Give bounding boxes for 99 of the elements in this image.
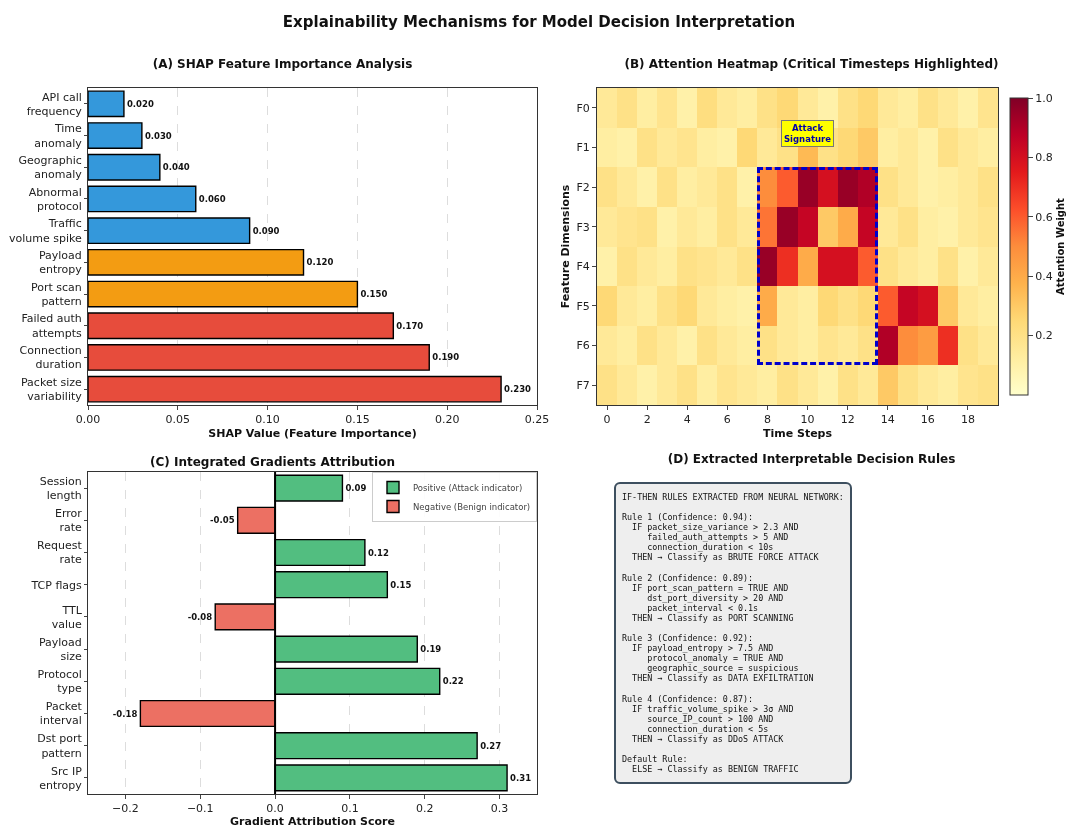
data-label: 0.19	[420, 644, 442, 655]
text: IF-THEN RULES EXTRACTED FROM NEURAL NETWORK: Rule 1 (Confidence: 0.94): IF packet_size_variance > 2.3 AND failed_auth_attempts > 5 AND connection_duration < 10s THEN → Classify as BRUTE FORCE ATTACK Rule 2 (Confidence: 0.89): IF port_scan_pattern = TRUE AND dst_port_diversity > 20 AND packet_interval < 0.1s THEN → Classify as PORT SCANNING Rule 3 (Confidence: 0.92): IF payload_entropy > 7.5 AND protocol_anomaly = TRUE AND geographic_source = suspicious THEN → Classify as DATA EXFILTRATION Rule 4 (Confidence: 0.87): IF traffic_volume_spike > 3σ AND source_IP_count > 100 AND connection_duration < 5s THEN → Classify as DDoS ATTACK Default Rule: ELSE → Classify as BENIGN TRAFFIC	[622, 492, 844, 775]
data-label: -0.18	[112, 708, 138, 719]
y-tick-label: Session length	[39, 474, 82, 503]
color-bar-label: 0.2	[1035, 329, 1053, 343]
x-tick-label: 10	[800, 413, 815, 427]
data-label: 0.150	[360, 289, 388, 300]
color-bar-label: 1.0	[1035, 91, 1053, 105]
text: (D) Extracted Interpretable Decision Rules	[666, 452, 957, 466]
y-tick-label: Packet size variability	[20, 375, 83, 404]
color-bar-title: Attention Weight	[1054, 197, 1066, 295]
x-tick-label: 0.15	[345, 413, 370, 427]
data-label: 0.120	[306, 257, 334, 268]
data-label: 0.190	[432, 352, 460, 363]
bar	[88, 248, 305, 276]
data-label: 0.09	[345, 483, 367, 494]
x-tick-label: 0.25	[524, 413, 550, 427]
x-tick-label: 0.00	[75, 413, 101, 427]
x-tick-label: 0.3	[490, 802, 509, 816]
data-label: 0.090	[252, 225, 280, 236]
x-tick-label: 6	[723, 413, 731, 427]
x-tick-label: 0.10	[255, 413, 280, 427]
data-label: 0.060	[198, 193, 226, 204]
y-tick-label: Connection duration	[19, 344, 82, 372]
data-label: 0.170	[396, 320, 424, 331]
y-tick-label: Geographic anomaly	[18, 153, 83, 182]
y-tick-label: Src IP entropy	[39, 764, 83, 792]
x-tick-label: 14	[880, 413, 895, 427]
y-tick-label: Failed auth attempts	[21, 312, 83, 340]
y-tick-label: F6	[576, 339, 590, 353]
x-tick-label: −0.2	[112, 802, 139, 816]
data-label: 0.15	[390, 579, 412, 590]
x-tick-label: 0	[603, 413, 611, 427]
y-axis-title: Feature Dimensions	[559, 184, 573, 309]
x-tick-label: 18	[960, 413, 975, 427]
y-tick-label: Request rate	[37, 539, 83, 567]
x-axis-title: SHAP Value (Feature Importance)	[208, 427, 417, 441]
bar	[88, 312, 395, 340]
bar	[88, 185, 197, 213]
y-tick-label: F2	[576, 180, 590, 194]
x-tick-label: 8	[763, 413, 771, 427]
bar	[88, 122, 143, 149]
y-tick-label: F0	[576, 101, 590, 115]
bar	[88, 217, 251, 245]
y-tick-label: F4	[576, 260, 590, 274]
data-label: 0.27	[480, 740, 502, 751]
annotation: Attack Signature	[784, 123, 832, 145]
x-tick-label: 0.2	[416, 802, 434, 816]
data-label: 0.020	[126, 98, 154, 109]
bar	[88, 90, 125, 118]
y-tick-label: F1	[576, 141, 590, 155]
y-tick-label: Time anomaly	[34, 122, 83, 150]
data-label: 0.030	[144, 130, 172, 141]
x-tick-label: 0.05	[165, 413, 191, 427]
y-tick-label: F7	[576, 379, 590, 393]
data-label: 0.12	[367, 547, 389, 558]
y-tick-label: Packet interval	[39, 700, 83, 728]
y-tick-label: Abnormal protocol	[28, 185, 82, 213]
x-tick-label: 0.1	[341, 802, 359, 816]
y-tick-label: Dst port pattern	[37, 732, 83, 760]
y-tick-label: Protocol type	[37, 668, 83, 696]
x-tick-label: 0.0	[266, 802, 284, 816]
x-tick-label: 2	[643, 413, 651, 427]
data-label: -0.05	[210, 515, 235, 526]
y-tick-label: TCP flags	[30, 578, 83, 592]
legend-label: Positive (Attack indicator)	[413, 482, 523, 493]
x-tick-label: 16	[920, 413, 935, 427]
data-label: 0.040	[162, 162, 190, 173]
y-tick-label: Payload size	[38, 635, 83, 664]
bar	[88, 153, 161, 181]
y-tick-label: TTL value	[51, 603, 83, 631]
chart-title: (B) Attention Heatmap (Critical Timesteps Highlighted)	[624, 57, 999, 72]
y-tick-label: F3	[576, 220, 590, 234]
x-tick-label: −0.1	[186, 802, 214, 816]
data-label: 0.230	[504, 384, 532, 395]
color-bar-label: 0.8	[1035, 151, 1053, 165]
y-tick-label: Traffic volume spike	[9, 217, 83, 245]
legend-label: Negative (Benign indicator)	[413, 501, 531, 512]
data-label: 0.31	[510, 772, 532, 783]
bar	[88, 375, 502, 403]
bar	[88, 344, 430, 371]
chart-title: (C) Integrated Gradients Attribution	[150, 455, 395, 470]
data-label: 0.22	[442, 676, 464, 687]
color-bar-label: 0.4	[1035, 270, 1053, 284]
x-tick-label: 12	[840, 413, 855, 427]
x-tick-label: 0.20	[434, 413, 460, 427]
x-axis-title: Gradient Attribution Score	[230, 815, 395, 828]
x-tick-label: 4	[683, 413, 691, 427]
y-tick-label: Error rate	[54, 507, 83, 535]
x-axis-title: Time Steps	[762, 427, 833, 441]
color-bar-label: 0.6	[1035, 210, 1053, 224]
data-label: -0.08	[187, 611, 213, 622]
y-tick-label: F5	[576, 299, 590, 313]
y-tick-label: Payload entropy	[38, 249, 83, 277]
y-tick-label: API call frequency	[26, 90, 83, 118]
chart-title: (A) SHAP Feature Importance Analysis	[152, 57, 413, 72]
y-tick-label: Port scan pattern	[31, 280, 82, 309]
text: Explainability Mechanisms for Model Decision Interpretation	[281, 13, 797, 31]
bar	[88, 280, 359, 308]
